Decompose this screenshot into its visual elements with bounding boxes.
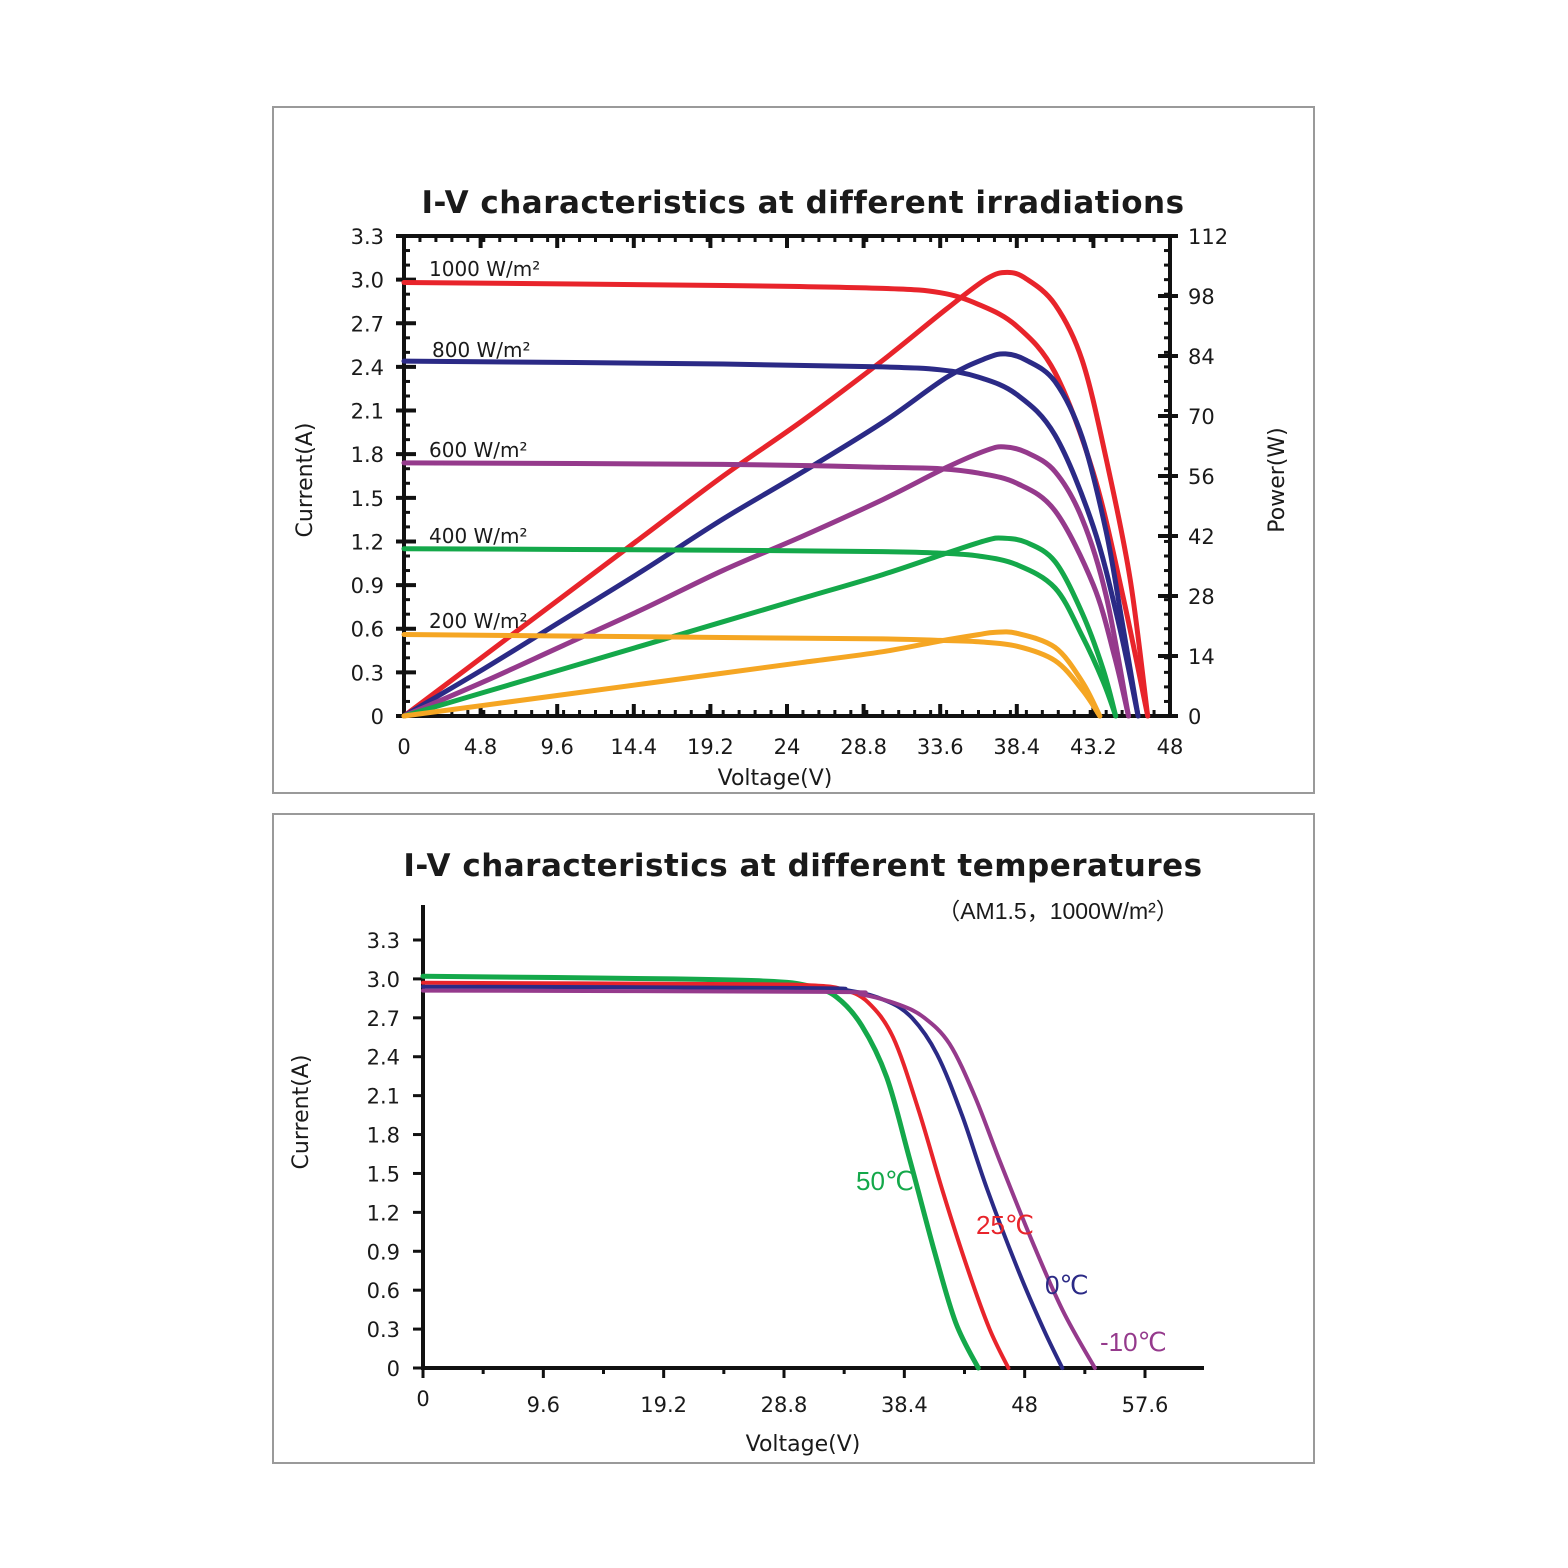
- chart1-y-tick-label: 1.8: [351, 443, 384, 467]
- chart1-power-curve-orange: [401, 629, 1103, 719]
- chart1-y-tick-label: 1.5: [351, 487, 384, 511]
- chart1-iv-curve-orange: [401, 632, 1103, 719]
- chart1-power-curve-green: [401, 535, 1119, 719]
- chart1-power-curve-purple: [401, 444, 1131, 719]
- chart1-x-tick-label: 43.2: [1070, 735, 1117, 759]
- chart1-iv-curve-red: [401, 280, 1151, 719]
- chart1-y2-tick-label: 28: [1188, 585, 1215, 609]
- chart1-x-tick-label: 38.4: [993, 735, 1040, 759]
- chart2-xlabel: Voltage(V): [746, 1432, 861, 1457]
- chart2-y-tick-label: 0.9: [367, 1240, 400, 1264]
- chart1-x-tick-label: 48: [1157, 735, 1184, 759]
- chart2-subtitle: （AM1.5，1000W/m²）: [937, 898, 1179, 924]
- chart1-x-tick-label: 0: [397, 735, 410, 759]
- chart1-x-tick-label: 33.6: [917, 735, 964, 759]
- chart1-y2label: Power(W): [1265, 427, 1290, 532]
- chart1-y2-tick-label: 56: [1188, 465, 1215, 489]
- chart1-series-label: 1000 W/m²: [429, 257, 540, 281]
- chart2-y-tick-label: 0.6: [367, 1279, 400, 1303]
- chart2-y-tick-label: 0: [387, 1357, 400, 1381]
- chart2-x-tick-label: 19.2: [640, 1393, 687, 1417]
- chart1-y-tick-label: 1.2: [351, 530, 384, 554]
- chart1-x-tick-label: 14.4: [610, 735, 657, 759]
- chart2-x-tick-label: 57.6: [1122, 1393, 1169, 1417]
- chart2-title: I-V characteristics at different tempera…: [403, 848, 1202, 884]
- chart2-series-label: 25℃: [976, 1210, 1034, 1240]
- chart1-x-tick-label: 9.6: [540, 735, 573, 759]
- chart1-y-tick-label: 0.6: [351, 618, 384, 642]
- chart1-x-tick-label: 24: [774, 735, 801, 759]
- chart2-y-tick-label: 1.2: [367, 1201, 400, 1225]
- chart2-y-tick-label: 3.0: [367, 968, 400, 992]
- chart2-x-tick-label: 48: [1011, 1393, 1038, 1417]
- chart1-y-tick-label: 2.4: [351, 356, 384, 380]
- chart2-x-tick-label: 38.4: [881, 1393, 928, 1417]
- chart2-series-label: -10℃: [1100, 1327, 1167, 1357]
- chart2-y-tick-label: 0.3: [367, 1318, 400, 1342]
- chart1-y2-tick-label: 70: [1188, 405, 1215, 429]
- chart1-x-tick-label: 19.2: [687, 735, 734, 759]
- chart1-xlabel: Voltage(V): [718, 766, 833, 791]
- chart2-iv-curve-blue: [421, 984, 1065, 1370]
- chart2-iv-curve-purple: [421, 988, 1097, 1370]
- chart2-y-tick-label: 3.3: [367, 929, 400, 953]
- chart1-power-curve-blue: [401, 351, 1141, 719]
- chart2-y-tick-label: 1.5: [367, 1162, 400, 1186]
- chart1-x-tick-label: 4.8: [464, 735, 497, 759]
- chart2-y-tick-label: 2.7: [367, 1007, 400, 1031]
- chart2-iv-curve-red: [421, 980, 1011, 1370]
- chart1-y-tick-label: 3.0: [351, 269, 384, 293]
- chart1-y-tick-label: 0.9: [351, 574, 384, 598]
- chart1-iv-curve-green: [401, 546, 1119, 719]
- chart2-y-tick-label: 2.4: [367, 1046, 400, 1070]
- chart1-y-tick-label: 2.7: [351, 312, 384, 336]
- temperature-chart-panel: [272, 813, 1315, 1464]
- chart2-series-label: 50℃: [856, 1166, 914, 1196]
- chart1-y2-tick-label: 84: [1188, 345, 1215, 369]
- chart1-y-tick-label: 0.3: [351, 661, 384, 685]
- chart1-y2-tick-label: 14: [1188, 645, 1215, 669]
- chart2-y-tick-label: 1.8: [367, 1124, 400, 1148]
- chart1-y-tick-label: 3.3: [351, 225, 384, 249]
- chart1-y2-tick-label: 112: [1188, 225, 1228, 249]
- chart1-y2-tick-label: 98: [1188, 285, 1215, 309]
- chart1-title: I-V characteristics at different irradia…: [421, 185, 1184, 221]
- chart2-iv-curve-green: [420, 973, 981, 1371]
- chart1-iv-curve-purple: [401, 460, 1131, 719]
- chart1-series-label: 600 W/m²: [429, 438, 528, 462]
- chart1-series-label: 800 W/m²: [432, 338, 531, 362]
- chart2-y-tick-label: 2.1: [367, 1085, 400, 1109]
- chart1-y2-tick-label: 0: [1188, 705, 1201, 729]
- chart1-y-tick-label: 0: [371, 705, 384, 729]
- chart1-ylabel: Current(A): [293, 423, 318, 538]
- chart1-y2-tick-label: 42: [1188, 525, 1215, 549]
- chart2-series-label: 0℃: [1045, 1270, 1089, 1300]
- chart1-series-label: 400 W/m²: [429, 524, 528, 548]
- chart1-y-tick-label: 2.1: [351, 400, 384, 424]
- chart1-iv-curve-blue: [401, 358, 1141, 719]
- chart1-x-tick-label: 28.8: [840, 735, 887, 759]
- chart2-x-tick-label: 9.6: [527, 1393, 560, 1417]
- chart1-series-label: 200 W/m²: [429, 609, 528, 633]
- chart2-x-tick-label: 0: [416, 1387, 429, 1411]
- chart2-x-tick-label: 28.8: [761, 1393, 808, 1417]
- chart2-ylabel: Current(A): [289, 1055, 314, 1170]
